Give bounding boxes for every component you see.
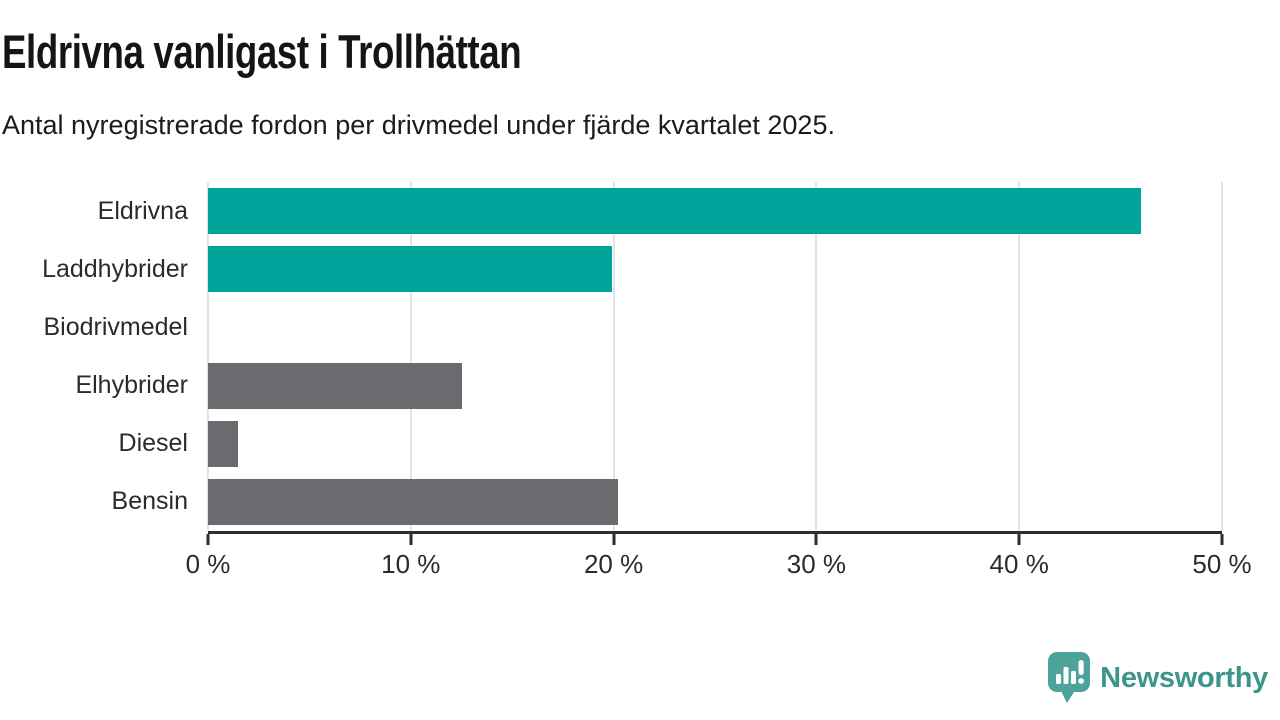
gridline: [612, 182, 615, 531]
newsworthy-logo-icon: [1048, 652, 1091, 703]
category-labels: Eldrivna Laddhybrider Biodrivmedel Elhybrid…: [0, 182, 188, 531]
x-axis-tick-label: 50 %: [1192, 549, 1252, 579]
bar: [208, 362, 462, 409]
gridline: [207, 182, 209, 531]
gridline: [1018, 182, 1021, 531]
logo-exclamation-dot-icon: [1078, 678, 1085, 684]
logo-bubble-tail: [1060, 689, 1077, 703]
newsworthy-brand-text: Newsworthy: [1100, 661, 1268, 694]
x-axis-tick: [409, 534, 413, 545]
x-axis-tick: [612, 534, 616, 545]
logo-bar-medium-icon: [1071, 671, 1077, 684]
x-axis-tick: [1220, 534, 1224, 545]
chart-subtitle: Antal nyregistrerade fordon per drivmede…: [2, 110, 835, 140]
x-axis-tick-label: 10 %: [381, 549, 441, 579]
logo-exclamation-stem-icon: [1078, 660, 1084, 675]
bar: [208, 420, 239, 467]
x-axis-tick-label: 30 %: [786, 549, 847, 579]
category-label: Elhybrider: [75, 371, 188, 400]
gridline: [409, 182, 412, 531]
category-label: Bensin: [111, 487, 188, 516]
chart-title: Eldrivna vanligast i Trollhättan: [2, 25, 522, 78]
bar: [208, 188, 1141, 234]
category-label: Biodrivmedel: [43, 312, 188, 341]
category-label: Laddhybrider: [42, 254, 188, 283]
plot-area: [207, 182, 1223, 531]
logo-bar-tall-icon: [1063, 667, 1069, 684]
bar: [208, 478, 618, 525]
gridline: [1221, 182, 1223, 531]
x-axis-tick: [206, 534, 210, 545]
x-axis-tick-label: 0 %: [185, 549, 231, 579]
gridline: [815, 182, 818, 531]
x-axis-tick-label: 40 %: [989, 549, 1049, 579]
x-axis-line: [208, 531, 1222, 534]
x-axis-tick: [814, 534, 818, 545]
category-label: Diesel: [118, 429, 188, 458]
category-label: Eldrivna: [97, 196, 188, 225]
newsworthy-logo: Newsworthy: [1048, 652, 1268, 704]
x-axis-tick-label: 20 %: [583, 549, 644, 579]
x-axis: 0 % 10 % 20 % 30 % 40 % 50 %: [186, 531, 1252, 591]
logo-bar-small-icon: [1056, 674, 1062, 684]
bar: [208, 246, 612, 293]
x-axis-tick: [1017, 534, 1021, 545]
